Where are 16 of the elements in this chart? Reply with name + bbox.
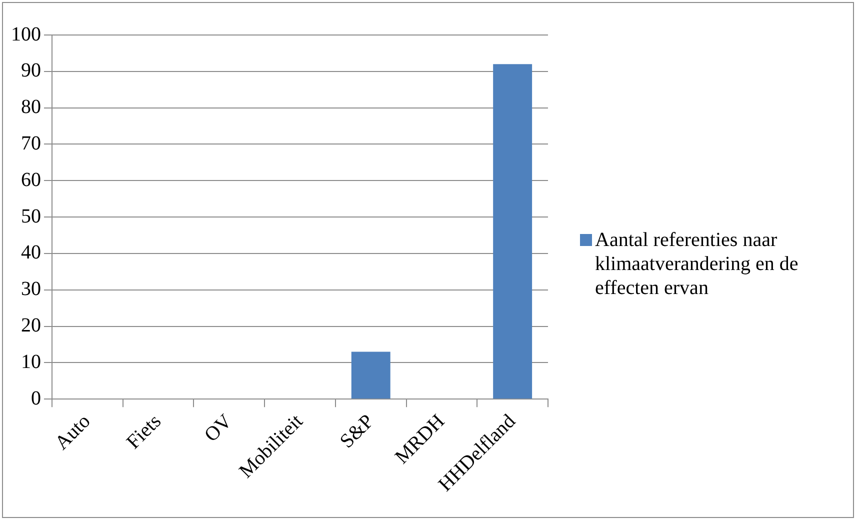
y-tick-label: 60 bbox=[21, 168, 41, 191]
x-tick-label: Auto bbox=[50, 410, 95, 454]
y-tick-label: 50 bbox=[21, 205, 41, 228]
x-tick-label: Fiets bbox=[122, 410, 166, 454]
y-tick-label: 70 bbox=[21, 132, 41, 154]
legend-label: Aantal referenties naar klimaatverandering en de effecten ervan bbox=[595, 228, 800, 300]
y-tick-label: 80 bbox=[21, 96, 41, 118]
y-tick-label: 90 bbox=[21, 60, 41, 82]
x-tick-label: S&P bbox=[336, 410, 378, 453]
y-tick-label: 0 bbox=[31, 387, 41, 410]
x-tick-label: OV bbox=[200, 410, 237, 446]
y-tick-label: 100 bbox=[11, 23, 41, 46]
y-tick-label: 20 bbox=[21, 314, 41, 337]
y-tick-label: 10 bbox=[21, 350, 41, 373]
y-tick-label: 40 bbox=[21, 242, 41, 264]
y-tick-label: 30 bbox=[21, 278, 41, 300]
